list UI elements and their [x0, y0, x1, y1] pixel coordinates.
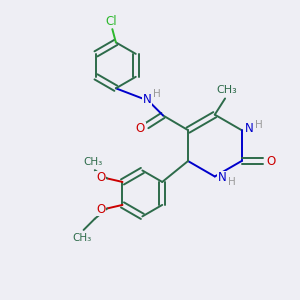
- Text: H: H: [255, 120, 262, 130]
- Text: Cl: Cl: [106, 15, 117, 28]
- Text: CH₃: CH₃: [73, 233, 92, 243]
- Text: O: O: [136, 122, 145, 135]
- Text: H: H: [228, 177, 236, 187]
- Text: N: N: [244, 122, 253, 135]
- Text: O: O: [266, 154, 276, 167]
- Text: O: O: [96, 202, 105, 215]
- Text: N: N: [142, 93, 151, 106]
- Text: CH₃: CH₃: [216, 85, 237, 94]
- Text: H: H: [153, 89, 160, 99]
- Text: N: N: [218, 172, 226, 184]
- Text: O: O: [96, 171, 105, 184]
- Text: CH₃: CH₃: [84, 157, 103, 167]
